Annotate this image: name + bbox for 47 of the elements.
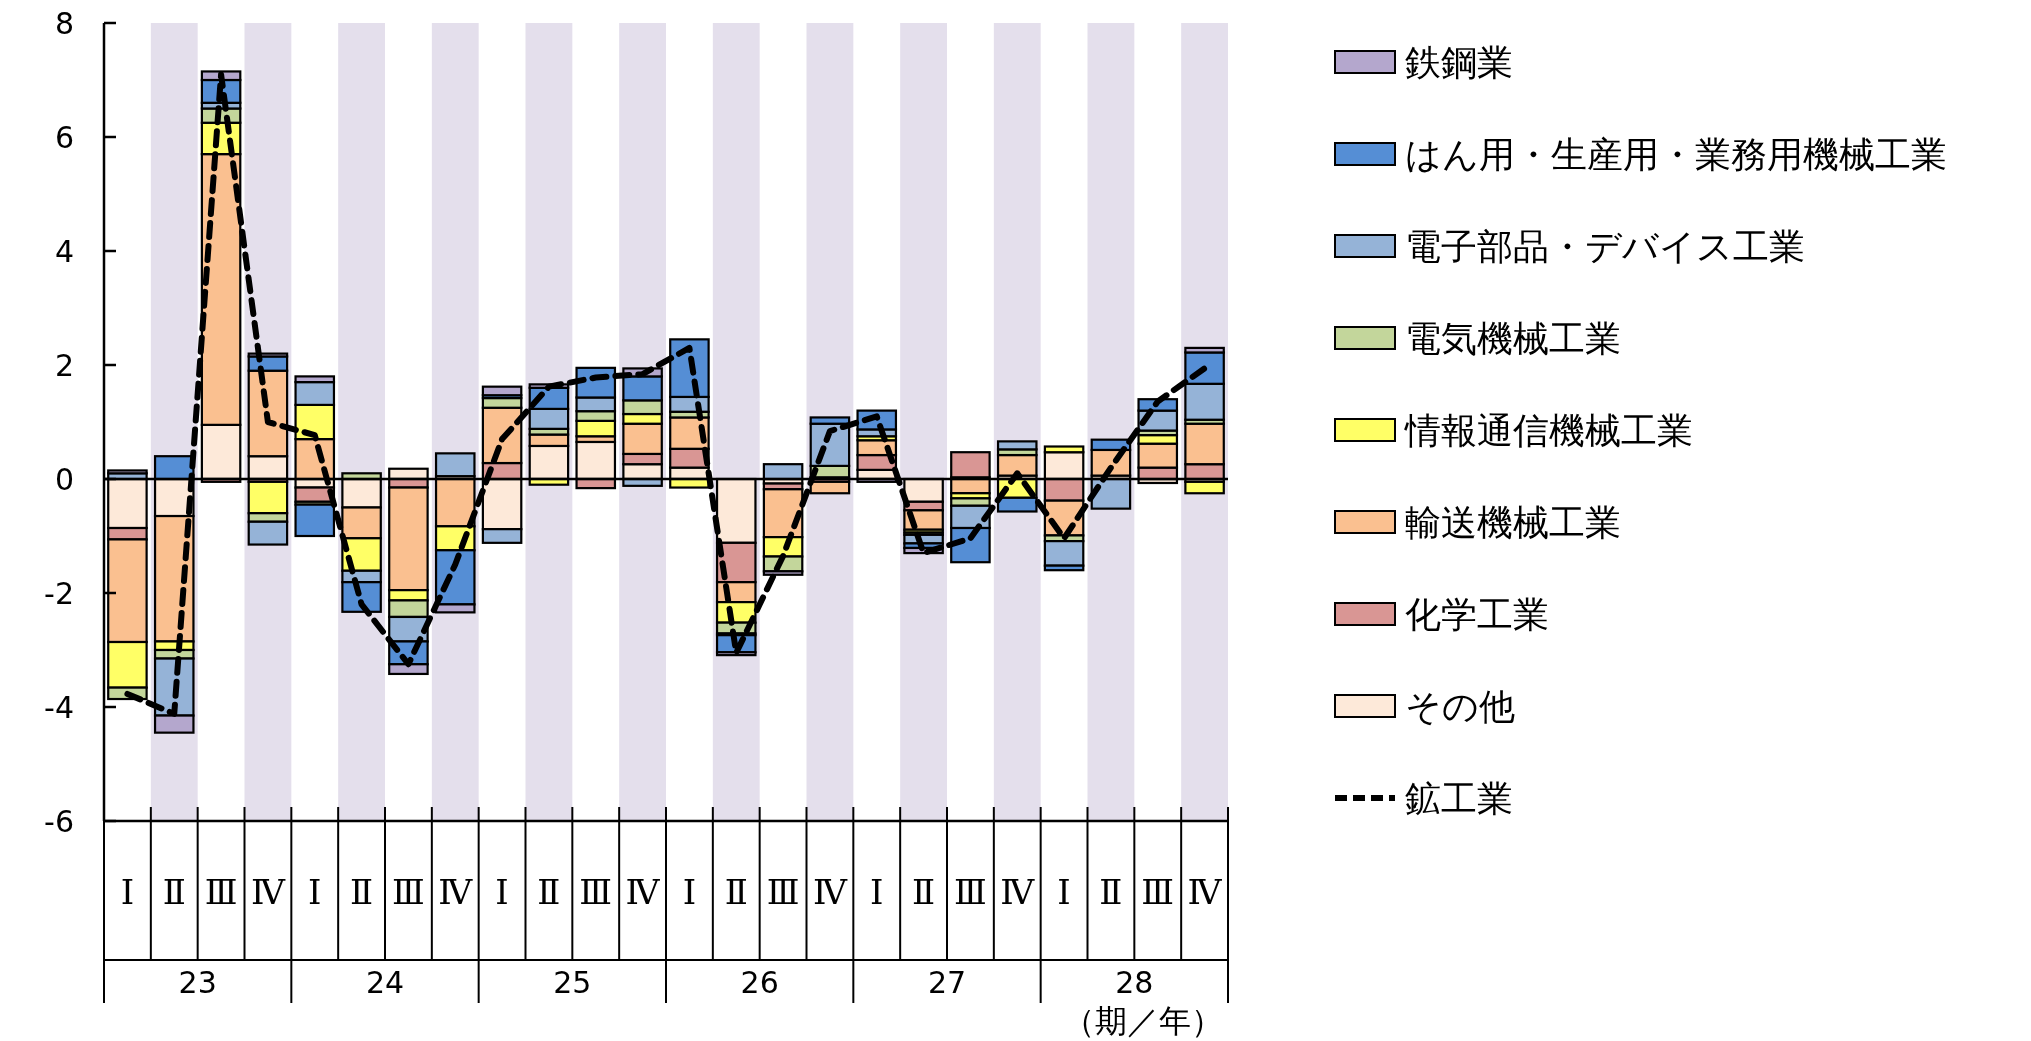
x-tick-label: Ⅲ — [954, 871, 987, 912]
legend-label: その他 — [1405, 686, 1515, 727]
text: 28 — [1115, 964, 1154, 1000]
x-tick-label: Ⅲ — [204, 871, 238, 912]
x-tick-label: Ⅳ — [812, 871, 848, 912]
x-tick-label: Ⅰ — [495, 871, 509, 912]
y-tick-label: -6 — [44, 804, 74, 839]
x-tick-label: Ⅰ — [682, 871, 697, 912]
legend-label: 情報通信機械工業 — [1404, 410, 1693, 451]
x-tick-label: Ⅳ — [1187, 871, 1223, 912]
x-tick-label: Ⅰ — [308, 871, 322, 912]
x-tick-label: Ⅱ — [350, 871, 374, 912]
y-tick-label: 0 — [54, 462, 74, 497]
legend-label: 鉱工業 — [1405, 778, 1513, 819]
text: 26 — [740, 964, 779, 1000]
x-tick-label: Ⅱ — [537, 871, 561, 912]
text: 23 — [178, 964, 217, 1000]
x-tick-label: Ⅲ — [766, 871, 800, 912]
y-tick-label: 2 — [54, 348, 74, 383]
x-tick-label: Ⅰ — [870, 871, 884, 912]
x-tick-label: Ⅲ — [579, 871, 613, 912]
y-tick-label: 6 — [54, 120, 74, 155]
x-tick-label: Ⅳ — [438, 871, 474, 912]
x-tick-label: Ⅳ — [250, 871, 286, 912]
x-tick-label: Ⅰ — [120, 871, 135, 912]
x-tick-label: Ⅱ — [724, 871, 748, 912]
y-tick-label: 4 — [54, 234, 74, 269]
x-tick-label: Ⅳ — [1000, 871, 1036, 912]
text: 24 — [365, 964, 405, 1000]
x-tick-label: Ⅱ — [1099, 871, 1123, 912]
legend-label: 化学工業 — [1405, 594, 1549, 635]
legend-label: 電子部品・デバイス工業 — [1405, 226, 1805, 267]
text: 25 — [553, 964, 592, 1000]
x-tick-label: Ⅲ — [392, 871, 425, 912]
y-tick-label: -2 — [44, 576, 74, 611]
legend-label: 輸送機械工業 — [1405, 502, 1621, 543]
y-tick-label: -4 — [44, 690, 74, 725]
text: 27 — [927, 964, 967, 1000]
x-axis-title: （期／年） — [1063, 1002, 1223, 1040]
x-tick-label: Ⅲ — [1141, 871, 1175, 912]
x-tick-label: Ⅱ — [912, 871, 936, 912]
legend-label: 鉄鋼業 — [1405, 42, 1513, 83]
y-tick-label: 8 — [54, 6, 74, 41]
x-tick-label: Ⅳ — [625, 871, 661, 912]
x-tick-label: Ⅰ — [1057, 871, 1071, 912]
legend-label: 電気機械工業 — [1405, 318, 1621, 359]
x-tick-label: Ⅱ — [162, 871, 186, 912]
